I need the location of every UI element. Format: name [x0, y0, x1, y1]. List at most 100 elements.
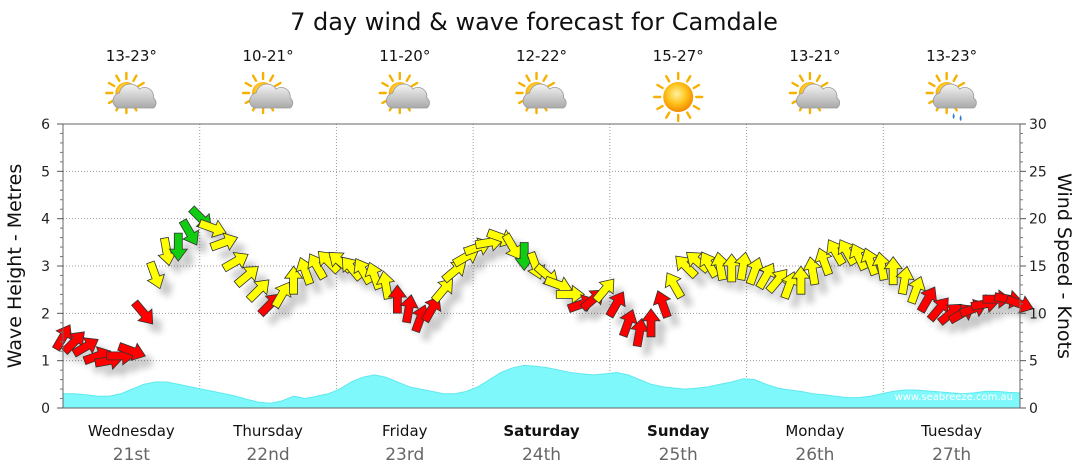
cloud-shape [932, 83, 977, 109]
wind-arrow [146, 260, 165, 290]
y-right-tick-label: 30 [1029, 117, 1047, 133]
sun-ray [542, 74, 548, 83]
wind-arrow [592, 278, 615, 304]
y-left-tick-label: 6 [41, 117, 50, 133]
wind-arrow [399, 294, 419, 324]
y-right-tick-label: 25 [1029, 164, 1047, 180]
rain-shower-icon [925, 71, 977, 121]
wind-arrow [441, 261, 467, 284]
sun-ray [686, 111, 692, 119]
wind-arrow-shadow [280, 291, 300, 318]
y-left-tick-label: 1 [41, 354, 50, 370]
wind-arrow [780, 271, 800, 300]
partly-cloudy-icon [515, 71, 567, 115]
wind-arrow [745, 256, 765, 286]
wind-arrow [630, 317, 650, 348]
sun-ray [815, 74, 822, 83]
y-axis-left-label: Wave Height - Metres [4, 164, 26, 368]
sun-ray [405, 74, 411, 83]
wind-arrow [555, 284, 585, 305]
wind-arrow-shadow [651, 317, 669, 346]
wind-arrow [71, 337, 99, 358]
wind-arrow [605, 291, 626, 319]
wind-arrow [283, 265, 304, 295]
wind-arrow-shadow [430, 305, 450, 332]
y-right-tick-label: 15 [1029, 259, 1047, 275]
wind-arrow [710, 251, 730, 281]
wind-arrow [883, 256, 904, 286]
date-label: 26th [795, 445, 834, 465]
day-label-tuesday: Tuesday [920, 422, 982, 440]
sun-disc [663, 82, 694, 112]
partly-cloudy-icon [788, 71, 841, 115]
wind-arrow [618, 309, 638, 338]
sun-ray [791, 81, 800, 88]
sun-ray [107, 81, 116, 88]
wind-arrow [61, 331, 85, 355]
temperature-range: 15-27° [653, 47, 704, 65]
wind-arrow [664, 272, 686, 300]
temperature-range: 11-20° [379, 47, 430, 65]
rain-drop [959, 115, 962, 121]
wind-arrow [791, 265, 811, 295]
wind-arrow [733, 251, 754, 281]
chart-title: 7 day wind & wave forecast for Camdale [290, 8, 778, 36]
wind-arrow-shadow [255, 288, 278, 312]
sun-ray [525, 74, 531, 83]
sun-ray [115, 74, 121, 83]
wind-arrow [501, 232, 522, 260]
day-label-saturday: Saturday [503, 422, 580, 440]
day-label-sunday: Sunday [647, 422, 710, 440]
partly-cloudy-icon [241, 71, 294, 115]
wind-arrow [209, 232, 239, 252]
sun-ray [798, 74, 805, 83]
sun-ray [273, 81, 282, 88]
sun-ray [547, 81, 556, 88]
wind-arrow [387, 284, 408, 314]
y-left-tick-label: 5 [41, 164, 50, 180]
y-right-tick-label: 0 [1029, 401, 1038, 417]
wind-arrow [755, 262, 776, 291]
wind-arrow [871, 251, 891, 281]
wind-arrow [307, 253, 328, 281]
temperature-range: 12-22° [516, 47, 567, 65]
wind-arrow [245, 279, 270, 303]
wind-arrow [51, 324, 73, 352]
rain-drop [952, 113, 955, 119]
wind-arrow [826, 239, 847, 267]
sun-ray [244, 81, 253, 88]
day-label-thursday: Thursday [232, 422, 303, 440]
date-label: 27th [932, 445, 971, 465]
sun-ray [957, 81, 966, 88]
sun-ray [268, 74, 275, 83]
partly-cloudy-icon [105, 71, 157, 115]
sun-ray [665, 111, 671, 119]
wind-arrow [652, 290, 672, 319]
sun-ray [381, 81, 389, 88]
wind-arrow [907, 275, 926, 305]
sun-ray [410, 81, 419, 88]
y-right-tick-label: 5 [1029, 354, 1038, 370]
cloud-shape [385, 83, 430, 109]
wind-arrow [420, 295, 442, 324]
date-label: 24th [522, 445, 561, 465]
sun-ray [517, 81, 526, 88]
wind-arrow-shadow [178, 242, 197, 271]
wind-arrow [814, 247, 834, 277]
wind-arrow [178, 218, 200, 246]
cloud-shape [796, 83, 841, 109]
temperature-range: 10-21° [243, 47, 294, 65]
wind-arrow [675, 255, 699, 280]
date-label: 21st [113, 445, 150, 465]
sun-ray [132, 74, 138, 83]
wind-arrow [221, 252, 249, 273]
partly-cloudy-icon [378, 71, 430, 115]
wind-arrow [916, 286, 938, 314]
date-label: 22nd [246, 445, 289, 465]
temperature-range: 13-21° [789, 47, 840, 65]
wind-arrow-shadow [440, 287, 462, 312]
sun-ray [820, 81, 829, 88]
wind-arrow [117, 342, 146, 361]
y-axis-right-label: Wind Speed - Knots [1053, 173, 1075, 359]
